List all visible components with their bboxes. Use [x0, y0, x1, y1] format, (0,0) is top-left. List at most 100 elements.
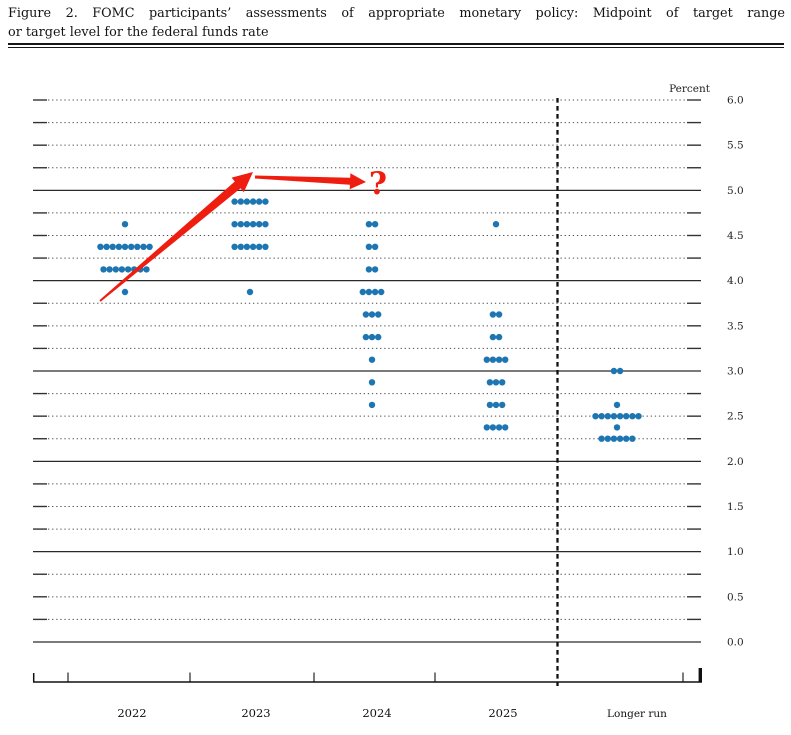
- projection-dot: [616, 413, 624, 420]
- annotation-arrow-up: [99, 172, 254, 302]
- y-axis-tick-label: 0.5: [727, 591, 744, 603]
- projection-dot: [495, 424, 503, 431]
- projection-dot: [231, 243, 238, 250]
- projection-dot: [97, 243, 104, 250]
- projection-dot: [103, 243, 110, 250]
- projection-dot: [492, 401, 500, 409]
- x-axis-category-label: 2024: [362, 706, 391, 720]
- projection-dot: [604, 435, 611, 442]
- annotation-arrow-right: [254, 173, 366, 190]
- projection-dot: [371, 288, 379, 296]
- projection-dot: [368, 401, 376, 409]
- projection-dot: [489, 356, 497, 363]
- projection-dot: [616, 435, 624, 442]
- projection-dot: [598, 435, 605, 442]
- projection-dot: [140, 243, 147, 250]
- projection-dot: [237, 221, 244, 228]
- projection-dot: [495, 333, 503, 341]
- projection-dot: [368, 333, 376, 341]
- projection-dot: [489, 424, 497, 431]
- projection-dot: [489, 333, 497, 341]
- projection-dot: [143, 266, 150, 273]
- projection-dot: [362, 333, 370, 341]
- figure-title: Figure 2. FOMC participants’ assessments…: [8, 5, 785, 42]
- x-axis-category-label: 2023: [241, 706, 270, 720]
- projection-dot: [623, 435, 630, 442]
- projection-dot: [134, 243, 141, 250]
- projection-dot: [124, 266, 132, 273]
- projection-dot: [629, 435, 636, 442]
- projection-dot: [112, 266, 120, 273]
- projection-dot: [256, 221, 263, 228]
- projection-dot: [483, 356, 490, 363]
- projection-dot: [604, 413, 611, 420]
- projection-dot: [365, 221, 373, 228]
- projection-dot: [118, 266, 126, 273]
- projection-dot: [249, 243, 257, 250]
- projection-dot: [502, 356, 509, 363]
- x-axis-category-label: Longer run: [607, 708, 667, 720]
- projection-dot: [243, 243, 251, 250]
- projection-dot: [249, 198, 257, 205]
- projection-dot: [365, 266, 373, 273]
- projection-dot: [256, 243, 263, 250]
- y-axis-tick-label: 4.5: [727, 230, 744, 242]
- y-axis-title: Percent: [669, 83, 711, 95]
- projection-dot: [623, 413, 630, 420]
- projection-dot: [262, 221, 269, 228]
- y-axis-tick-label: 2.0: [727, 456, 744, 468]
- figure-title-line1: Figure 2. FOMC participants’ assessments…: [8, 6, 785, 21]
- projection-dot: [362, 311, 370, 318]
- projection-dot: [368, 311, 376, 318]
- projection-dot: [616, 367, 624, 375]
- projection-dot: [128, 243, 135, 250]
- projection-dot: [495, 311, 503, 318]
- y-axis-tick-label: 1.5: [727, 501, 744, 513]
- projection-dot: [598, 413, 605, 420]
- y-axis-tick-label: 3.5: [727, 320, 744, 332]
- projection-dot: [109, 243, 116, 250]
- projection-dot: [610, 435, 618, 442]
- projection-dot: [115, 243, 123, 250]
- projection-dot: [237, 198, 244, 205]
- projection-dot: [100, 266, 107, 273]
- projection-dot: [249, 221, 257, 228]
- projection-dot: [378, 288, 385, 296]
- title-double-rule: [8, 43, 784, 48]
- projection-dot: [368, 379, 376, 386]
- projection-dot: [489, 311, 497, 318]
- projection-dot: [610, 413, 618, 420]
- projection-dot: [486, 379, 494, 386]
- projection-dot: [365, 243, 373, 250]
- projection-dot: [146, 243, 153, 250]
- projection-dot: [262, 243, 269, 250]
- projection-dot: [499, 401, 506, 409]
- projection-dot: [486, 401, 494, 409]
- y-axis-tick-label: 6.0: [727, 95, 744, 107]
- projection-dot: [371, 266, 379, 273]
- y-axis-tick-label: 1.0: [727, 546, 744, 558]
- figure-title-line2: or target level for the federal funds ra…: [8, 24, 269, 40]
- projection-dot: [371, 221, 379, 228]
- projection-dot: [610, 367, 618, 375]
- projection-dot: [246, 288, 254, 296]
- x-axis-category-label: 2022: [117, 706, 146, 720]
- y-axis-tick-label: 2.5: [727, 411, 744, 423]
- annotation-question-mark: ?: [369, 166, 387, 202]
- projection-dot: [359, 288, 366, 296]
- projection-dot: [243, 221, 251, 228]
- y-axis-tick-label: 4.0: [727, 275, 744, 287]
- projection-dot: [121, 221, 129, 228]
- projection-dot: [492, 221, 500, 228]
- projection-dot: [106, 266, 113, 273]
- projection-dot: [243, 198, 251, 205]
- projection-dot: [613, 424, 621, 431]
- projection-dot: [262, 198, 269, 205]
- projection-dot: [231, 221, 238, 228]
- projection-dot: [592, 413, 599, 420]
- y-axis-tick-label: 3.0: [727, 365, 744, 377]
- projection-dot: [371, 243, 379, 250]
- projection-dot: [231, 198, 238, 205]
